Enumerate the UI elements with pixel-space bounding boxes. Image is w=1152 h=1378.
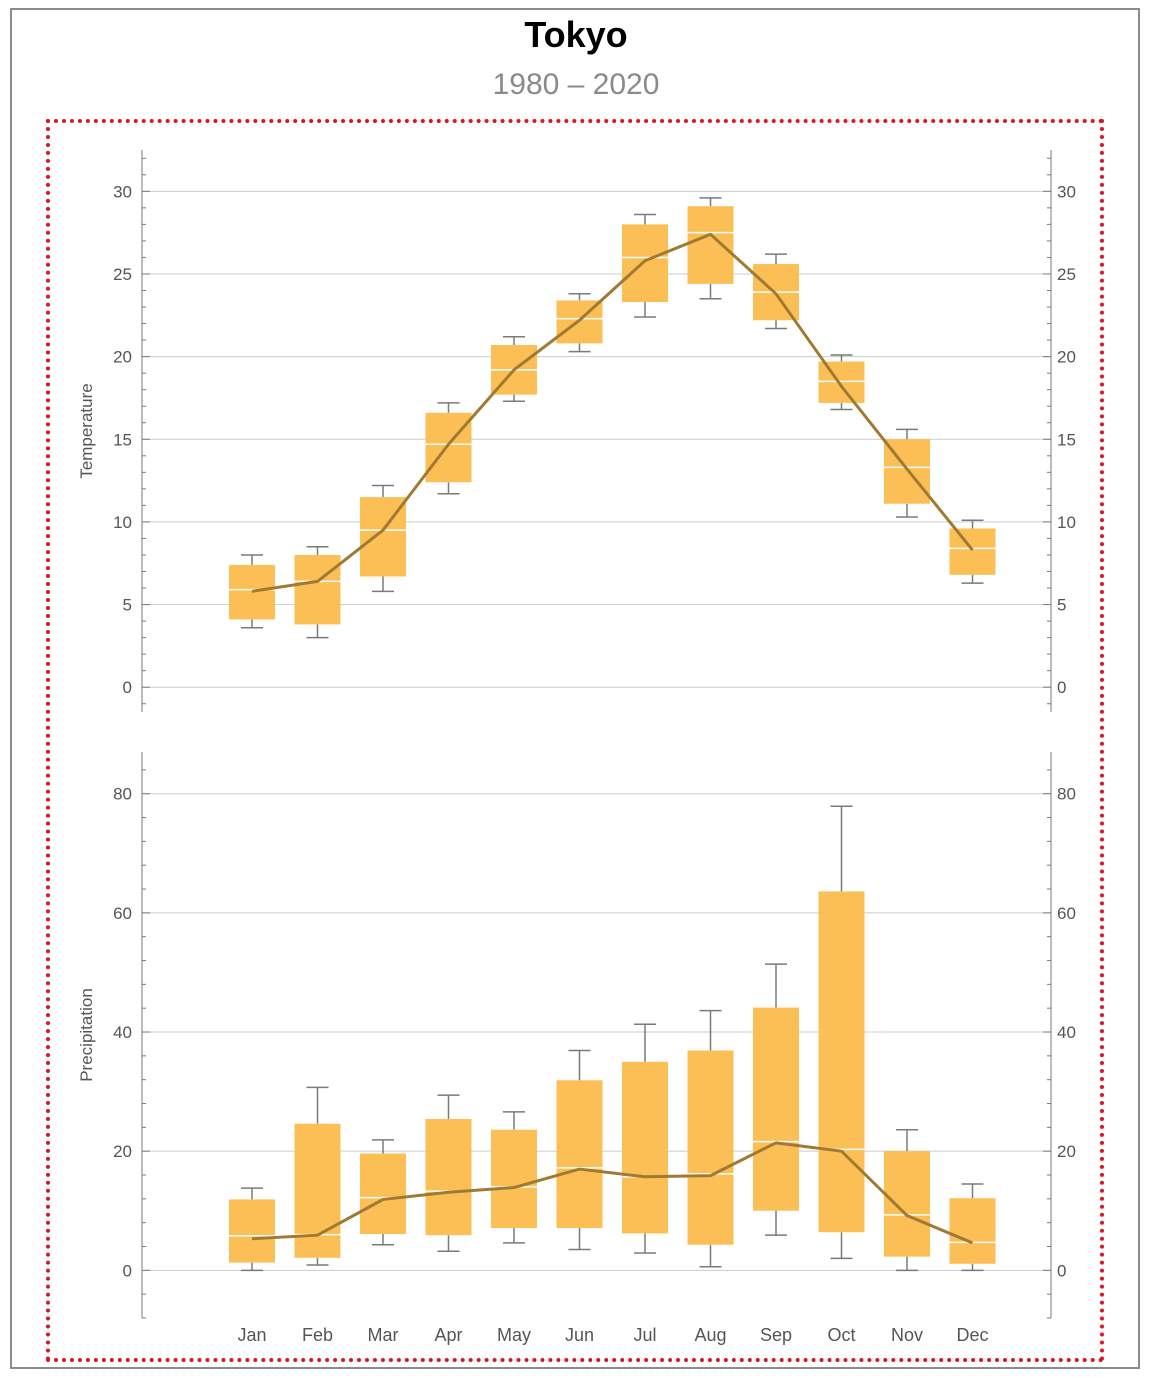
highlight-border (46, 119, 1104, 1362)
chart1-box-11 (949, 1198, 996, 1264)
chart1-xtick-label-3: Apr (434, 1325, 462, 1345)
chart0-box-7 (687, 206, 734, 284)
chart0-ytick-label-right-0: 0 (1057, 678, 1066, 697)
chart1-box-7 (687, 1050, 734, 1245)
chart0-ytick-label-left-6: 30 (113, 182, 132, 201)
chart1-ytick-label-right-3: 60 (1057, 904, 1076, 923)
chart0-ytick-label-left-5: 25 (113, 265, 132, 284)
chart0-box-11 (949, 528, 996, 575)
chart1-xtick-label-9: Oct (827, 1325, 855, 1345)
chart1-xtick-label-10: Nov (891, 1325, 923, 1345)
chart-subtitle: 1980 – 2020 (492, 68, 660, 101)
chart1-ytick-label-right-1: 20 (1057, 1142, 1076, 1161)
chart-title: Tokyo (524, 14, 628, 55)
chart1-xtick-label-6: Jul (633, 1325, 656, 1345)
figure-frame (10, 8, 1140, 1369)
chart0-box-3 (425, 412, 472, 483)
chart1-box-6 (622, 1061, 668, 1234)
chart1-box-10 (884, 1151, 930, 1257)
chart1-ytick-label-left-3: 60 (113, 904, 132, 923)
chart1-xtick-label-11: Dec (956, 1325, 988, 1345)
chart0-ytick-label-right-3: 15 (1057, 430, 1076, 449)
chart1-box-9 (818, 891, 865, 1233)
chart1-box-8 (753, 1007, 799, 1211)
chart1-xtick-label-0: Jan (237, 1325, 266, 1345)
chart1-xtick-label-8: Sep (760, 1325, 792, 1345)
chart1-ytick-label-left-2: 40 (113, 1023, 132, 1042)
chart0-ytick-label-right-1: 5 (1057, 596, 1066, 615)
chart0-ytick-label-right-2: 10 (1057, 513, 1076, 532)
chart1-xtick-label-5: Jun (565, 1325, 594, 1345)
chart0-ytick-label-right-6: 30 (1057, 182, 1076, 201)
chart0-box-9 (818, 361, 865, 403)
chart1-ytick-label-left-0: 0 (123, 1261, 132, 1280)
chart1-box-5 (556, 1080, 603, 1229)
chart1-box-3 (425, 1119, 472, 1236)
chart1-ytick-label-left-1: 20 (113, 1142, 132, 1161)
chart1-box-2 (360, 1153, 406, 1234)
chart1-box-0 (229, 1199, 275, 1263)
chart1-ytick-label-right-0: 0 (1057, 1261, 1066, 1280)
chart1-ytick-label-left-4: 80 (113, 785, 132, 804)
chart1-ylabel: Precipitation (77, 988, 96, 1082)
chart1-box-4 (491, 1129, 537, 1229)
chart1-xtick-label-4: May (497, 1325, 531, 1345)
chart0-ytick-label-left-4: 20 (113, 348, 132, 367)
chart0-ytick-label-left-2: 10 (113, 513, 132, 532)
chart0-box-6 (622, 224, 668, 303)
chart0-ytick-label-left-3: 15 (113, 430, 132, 449)
chart0-mean-line (251, 232, 974, 593)
chart0-ylabel: Temperature (77, 383, 96, 478)
chart0-ytick-label-right-5: 25 (1057, 265, 1076, 284)
chart1-xtick-label-2: Mar (368, 1325, 399, 1345)
chart1-ytick-label-right-2: 40 (1057, 1023, 1076, 1042)
chart0-ytick-label-left-0: 0 (123, 678, 132, 697)
chart1-xtick-label-7: Aug (694, 1325, 726, 1345)
chart1-mean-line (251, 1141, 974, 1245)
chart0-ytick-label-right-4: 20 (1057, 348, 1076, 367)
chart0-ytick-label-left-1: 5 (123, 596, 132, 615)
chart0-box-1 (294, 554, 341, 625)
chart0-box-0 (229, 564, 275, 620)
chart1-ytick-label-right-4: 80 (1057, 785, 1076, 804)
chart1-box-1 (294, 1123, 341, 1258)
chart1-xtick-label-1: Feb (302, 1325, 333, 1345)
